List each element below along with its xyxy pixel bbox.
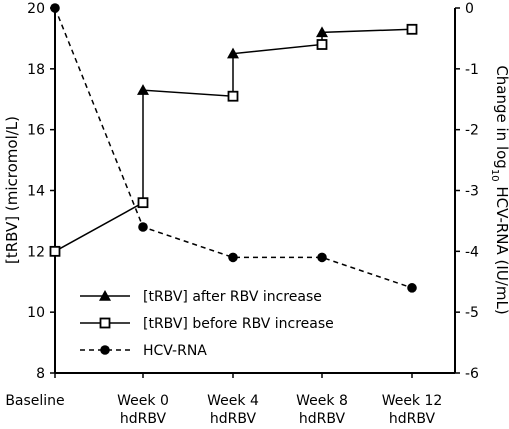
- right-axis-title-post: HCV-RNA (IU/mL): [493, 182, 509, 315]
- legend: [tRBV] after RBV increase [tRBV] before R…: [80, 289, 334, 359]
- series-hcv-rna-line: [54, 7, 413, 289]
- right-tick-label: -5: [465, 305, 479, 321]
- x-tick-label: Week 12 hdRBV: [382, 393, 443, 427]
- left-tick-label: 20: [27, 1, 45, 17]
- axes: 8 10 12 14 16 18 20 0 -1 -2 -3 -4 -5 -6 Baseline Week 0…: [5, 1, 479, 427]
- left-tick-label: 14: [27, 184, 45, 200]
- right-tick-label: -3: [465, 184, 479, 200]
- trbv-before-point: [137, 197, 149, 209]
- series-trbv-line: [54, 28, 413, 252]
- hcv-rna-point: [50, 3, 60, 13]
- x-tick-label: Baseline: [5, 393, 64, 409]
- trbv-after-point: [137, 84, 149, 95]
- trbv-after-point: [227, 47, 239, 59]
- trbv-before-point: [316, 39, 328, 50]
- right-tick-label: -4: [465, 244, 479, 260]
- right-tick-label: -6: [465, 366, 479, 382]
- right-tick-label: -1: [465, 62, 479, 78]
- hcv-rna-point: [138, 222, 148, 232]
- left-tick-label: 16: [27, 123, 45, 139]
- trbv-after-point: [316, 26, 328, 38]
- left-tick-label: 18: [27, 62, 45, 78]
- hcv-rna-point: [407, 283, 417, 293]
- x-tick-label: Week 0 hdRBV: [117, 393, 169, 427]
- right-axis-title: Change in log10 HCV-RNA (IU/mL): [489, 65, 509, 314]
- right-axis-title-sub: 10: [489, 169, 500, 182]
- legend-marker: [99, 290, 111, 301]
- hcv-rna-point: [228, 252, 238, 263]
- left-axis-title: [tRBV] (micromol/L): [3, 116, 21, 264]
- trbv-before-point: [49, 245, 61, 257]
- hcv-rna-point: [317, 252, 327, 263]
- legend-label: [tRBV] before RBV increase: [143, 316, 334, 332]
- left-tick-label: 10: [27, 305, 45, 321]
- left-tick-label: 8: [36, 366, 45, 382]
- legend-marker: [100, 345, 110, 355]
- trbv-before-point: [406, 23, 418, 35]
- legend-label: HCV-RNA: [143, 343, 207, 359]
- legend-marker: [99, 317, 111, 329]
- legend-label: [tRBV] after RBV increase: [143, 289, 322, 305]
- series-group: [49, 3, 418, 293]
- right-tick-label: 0: [465, 1, 474, 17]
- x-tick-label: Week 8 hdRBV: [296, 393, 348, 427]
- left-tick-label: 12: [27, 244, 45, 260]
- right-axis-title-pre: Change in log: [493, 65, 509, 169]
- right-tick-label: -2: [465, 123, 479, 139]
- trbv-before-point: [227, 90, 239, 102]
- x-tick-label: Week 4 hdRBV: [207, 393, 259, 427]
